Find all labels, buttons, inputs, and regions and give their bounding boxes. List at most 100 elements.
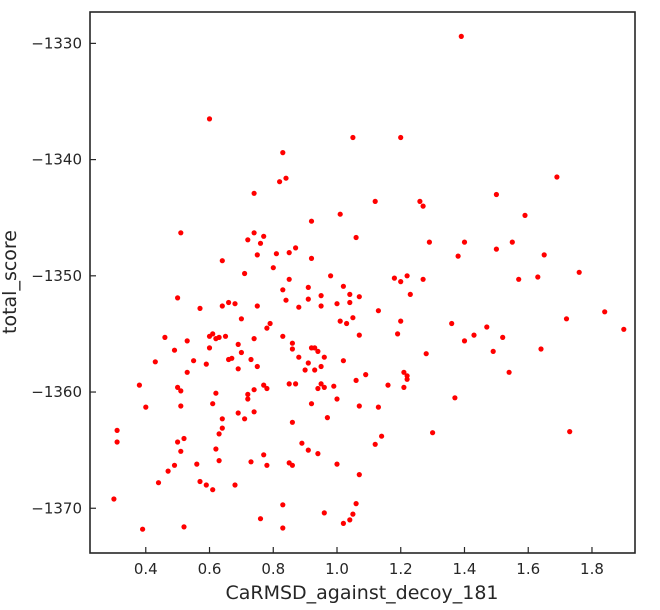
data-point: [178, 388, 184, 394]
data-point: [257, 240, 264, 246]
data-point: [458, 33, 464, 40]
data-point: [506, 369, 512, 375]
data-point: [178, 230, 184, 236]
data-point: [171, 462, 178, 468]
data-point: [251, 387, 257, 393]
data-point: [261, 452, 267, 458]
data-point: [181, 524, 187, 530]
data-point: [216, 458, 222, 464]
y-tick-label: −1360: [31, 383, 82, 401]
data-point: [398, 318, 404, 324]
data-point: [509, 239, 515, 245]
data-point: [490, 348, 496, 354]
data-point: [286, 250, 292, 256]
data-point: [318, 381, 324, 387]
data-point: [245, 391, 251, 397]
data-point: [114, 427, 120, 433]
data-point: [318, 293, 324, 299]
data-point: [254, 252, 260, 258]
data-point: [302, 367, 308, 373]
data-point: [407, 291, 413, 297]
data-point: [315, 451, 321, 457]
data-point: [493, 191, 499, 198]
data-point: [315, 348, 321, 354]
data-point: [219, 303, 225, 309]
data-point: [350, 134, 356, 141]
data-point: [251, 336, 257, 342]
data-point: [312, 345, 318, 351]
x-tick-label: 0.6: [198, 560, 222, 578]
data-point: [430, 430, 436, 436]
data-point: [178, 448, 184, 454]
data-point: [356, 332, 362, 338]
y-tick-label: −1330: [31, 34, 82, 52]
data-point: [136, 382, 142, 388]
data-point: [254, 303, 260, 309]
data-point: [229, 355, 235, 361]
data-point: [461, 239, 468, 245]
data-point: [398, 134, 404, 141]
y-tick-label: −1350: [31, 267, 82, 285]
x-tick-label: 0.4: [134, 560, 158, 578]
x-tick-label: 0.8: [261, 560, 285, 578]
data-point: [621, 326, 627, 332]
data-point: [235, 410, 241, 416]
data-point: [238, 349, 244, 356]
data-point: [175, 295, 181, 301]
data-point: [401, 369, 407, 375]
data-point: [401, 384, 407, 390]
data-point: [308, 401, 315, 407]
data-point: [245, 237, 251, 243]
plot-frame: [89, 11, 636, 554]
data-point: [455, 253, 461, 259]
data-point: [398, 279, 404, 285]
data-point: [328, 273, 334, 279]
data-point: [222, 333, 229, 339]
data-point: [334, 396, 340, 402]
data-point: [213, 390, 219, 396]
data-point: [340, 283, 346, 289]
data-point: [484, 324, 490, 330]
data-point: [286, 276, 292, 282]
data-point: [261, 233, 267, 239]
data-point: [280, 333, 286, 339]
data-point: [385, 382, 391, 388]
data-point: [286, 381, 292, 387]
data-point: [289, 346, 295, 352]
data-point: [175, 384, 181, 390]
data-point: [280, 525, 286, 531]
data-point: [305, 284, 311, 290]
data-point: [350, 511, 356, 517]
data-point: [206, 116, 213, 122]
data-point: [375, 308, 381, 314]
data-point: [296, 354, 302, 360]
data-point: [340, 520, 346, 527]
data-point: [155, 480, 162, 486]
data-point: [308, 255, 315, 261]
data-point: [210, 401, 216, 407]
data-point: [452, 395, 458, 401]
data-point: [216, 334, 222, 340]
data-point: [114, 439, 120, 445]
data-point: [541, 252, 547, 258]
data-point: [344, 320, 350, 327]
data-point: [143, 404, 149, 410]
data-point: [379, 433, 385, 439]
data-point: [305, 296, 311, 302]
data-point: [423, 351, 429, 357]
data-point: [324, 415, 330, 421]
data-point: [340, 358, 346, 364]
data-point: [576, 269, 582, 275]
data-point: [162, 334, 168, 340]
data-point: [356, 472, 362, 478]
data-point: [296, 304, 302, 310]
x-tick-label: 1.8: [580, 560, 604, 578]
data-point: [353, 234, 359, 241]
data-point: [535, 274, 541, 280]
data-point: [264, 325, 270, 331]
data-point: [312, 367, 318, 373]
data-point: [210, 487, 216, 493]
data-point: [426, 239, 432, 245]
data-point: [267, 320, 273, 327]
data-point: [318, 303, 324, 309]
